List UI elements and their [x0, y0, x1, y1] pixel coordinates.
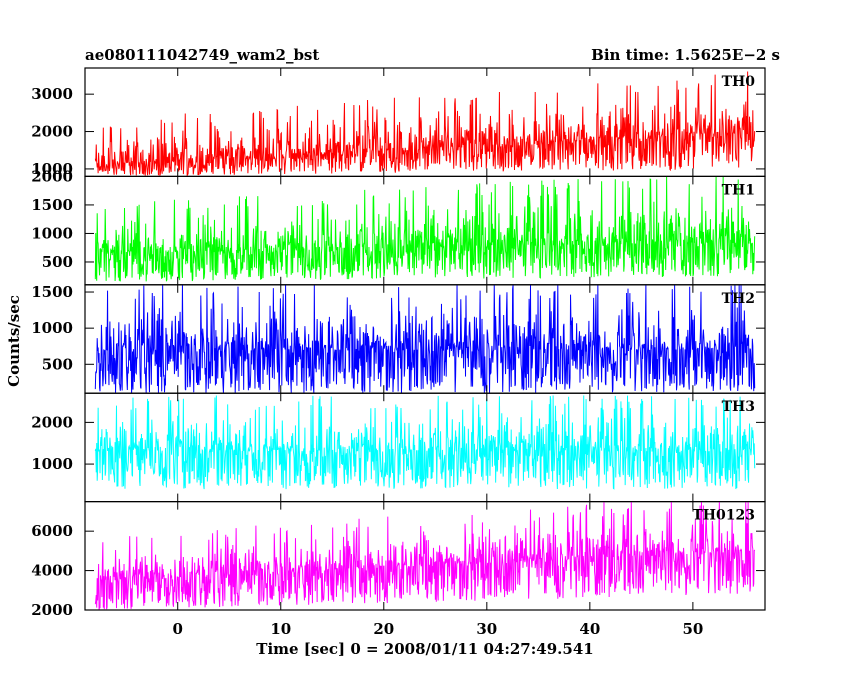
panel-th2: 500 1000 1500 TH2 [31, 283, 766, 394]
x-axis-title: Time [sec] 0 = 2008/01/11 04:27:49.541 [256, 640, 593, 658]
series-th0 [94, 71, 756, 177]
y-tick-label: 500 [42, 253, 73, 271]
x-tick-label: 10 [270, 620, 291, 638]
y-tick-label: 1000 [31, 319, 73, 337]
panel-th1: 500 1000 1500 2000 TH1 [31, 167, 766, 286]
panel-label-th3: TH3 [722, 399, 755, 415]
y-tick-label: 2000 [31, 601, 73, 619]
series-th2 [94, 284, 756, 394]
y-tick-label: 1000 [31, 455, 73, 473]
y-tick-label: 3000 [31, 85, 73, 103]
y-axis-title: Counts/sec [5, 295, 23, 387]
y-tick-label: 2000 [31, 167, 73, 185]
series-th3 [94, 395, 756, 490]
y-tick-label: 1500 [31, 283, 73, 301]
y-tick-label: 500 [42, 355, 73, 373]
panel-label-th0: TH0 [722, 74, 756, 90]
x-tick-label: 20 [373, 620, 394, 638]
figure-title: ae080111042749_wam2_bst [85, 46, 319, 64]
panel-th0123: 2000 4000 6000 TH0123 [31, 501, 766, 619]
x-tick-label: 30 [476, 620, 497, 638]
x-axis: 0 10 20 30 40 50 [173, 620, 704, 638]
y-tick-label: 1500 [31, 196, 73, 214]
y-tick-label: 1000 [31, 160, 73, 178]
panel-th0: 1000 2000 3000 TH0 [31, 67, 766, 178]
panel-frame [84, 501, 766, 611]
series-th1 [94, 176, 756, 282]
panel-label-th2: TH2 [722, 291, 755, 307]
panel-label-th1: TH1 [722, 182, 755, 198]
y-tick-label: 6000 [31, 522, 73, 540]
x-tick-label: 0 [173, 620, 183, 638]
x-tick-label: 50 [682, 620, 703, 638]
y-tick-label: 2000 [31, 413, 73, 431]
y-tick-label: 2000 [31, 123, 73, 141]
series-th0123 [94, 501, 756, 610]
panel-label-th0123: TH0123 [692, 508, 755, 524]
bin-time-label: Bin time: 1.5625E−2 s [591, 46, 780, 64]
x-tick-label: 40 [579, 620, 600, 638]
panels: 100020003000TH0500100015002000TH15001000… [31, 67, 766, 619]
panel-th3: 1000 2000 TH3 [31, 392, 766, 503]
y-tick-label: 4000 [31, 562, 73, 580]
y-tick-label: 1000 [31, 224, 73, 242]
